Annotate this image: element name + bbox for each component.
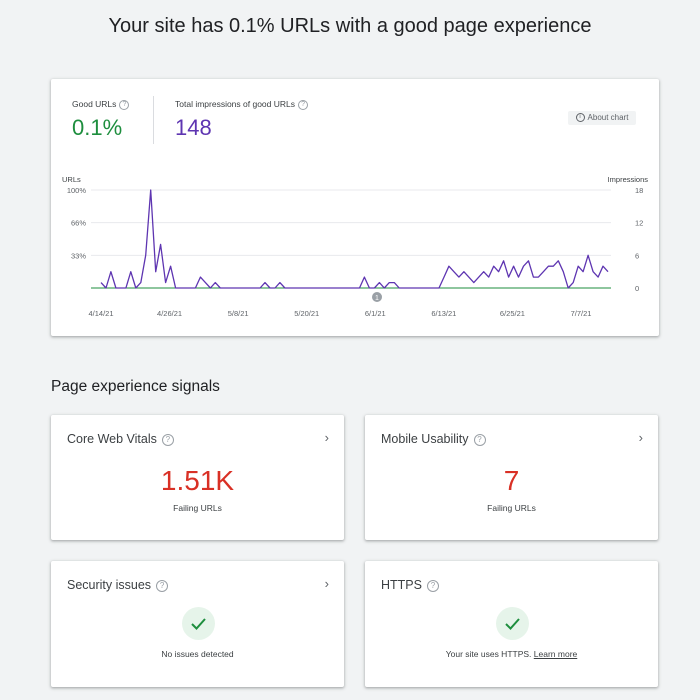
left-axis-label: URLs xyxy=(62,175,81,184)
good-urls-label: Good URLs xyxy=(72,99,117,109)
help-icon[interactable]: ? xyxy=(298,99,309,110)
x-tick-label: 6/13/21 xyxy=(431,309,456,318)
security-status: No issues detected xyxy=(161,649,234,659)
help-icon[interactable]: ? xyxy=(161,433,174,446)
line-chart: URLs Impressions 100% 66% 33% 18 12 6 0 4/14/… xyxy=(62,175,649,318)
right-tick-label: 6 xyxy=(635,251,639,260)
core-web-vitals-card[interactable]: Core Web Vitals? › 1.51K Failing URLs xyxy=(51,415,344,540)
chevron-right-icon[interactable]: › xyxy=(638,430,643,445)
security-issues-title: Security issues? xyxy=(67,578,169,592)
right-tick-label: 0 xyxy=(635,284,639,293)
left-ticks: 100% 66% 33% xyxy=(67,186,87,260)
impressions-label: Total impressions of good URLs xyxy=(175,99,296,109)
impressions-series-line xyxy=(100,189,609,289)
summary-card: Good URLs? 0.1% Total impressions of goo… xyxy=(51,79,659,336)
right-axis-label: Impressions xyxy=(608,175,649,184)
help-icon[interactable]: ? xyxy=(473,433,486,446)
x-tick-label: 5/20/21 xyxy=(294,309,319,318)
annotation-marker[interactable]: 1 xyxy=(372,292,382,302)
chevron-right-icon[interactable]: › xyxy=(324,576,329,591)
right-tick-label: 12 xyxy=(635,219,643,228)
x-tick-label: 4/26/21 xyxy=(157,309,182,318)
right-tick-label: 18 xyxy=(635,186,643,195)
mobile-usability-label: Mobile Usability xyxy=(381,432,469,446)
x-tick-label: 7/7/21 xyxy=(571,309,592,318)
left-tick-label: 66% xyxy=(71,219,86,228)
good-urls-value: 0.1% xyxy=(72,115,123,140)
chevron-right-icon[interactable]: › xyxy=(324,430,329,445)
https-label: HTTPS xyxy=(381,578,422,592)
impressions-value: 148 xyxy=(175,115,212,140)
x-tick-label: 6/1/21 xyxy=(365,309,386,318)
help-icon[interactable]: ? xyxy=(156,579,169,592)
core-web-vitals-label: Core Web Vitals xyxy=(67,432,157,446)
good-urls-metric[interactable]: Good URLs? xyxy=(72,99,130,110)
annotation-label: 1 xyxy=(375,295,379,302)
x-ticks: 4/14/21 4/26/21 5/8/21 5/20/21 6/1/21 6/13/21… xyxy=(88,309,591,318)
impressions-metric[interactable]: Total impressions of good URLs? xyxy=(175,99,309,110)
https-card: HTTPS? Your site uses HTTPS. Learn more xyxy=(365,561,658,687)
https-status-text: Your site uses HTTPS. xyxy=(445,649,532,659)
mobile-usability-sub-label: Failing URLs xyxy=(487,503,536,513)
left-tick-label: 100% xyxy=(67,186,87,195)
info-icon: i xyxy=(575,113,585,123)
right-ticks: 18 12 6 0 xyxy=(635,186,643,293)
learn-more-link[interactable]: Learn more xyxy=(533,649,578,659)
x-tick-label: 6/25/21 xyxy=(500,309,525,318)
mobile-usability-value: 7 xyxy=(503,465,520,496)
page-title: Your site has 0.1% URLs with a good page… xyxy=(108,15,592,37)
mobile-usability-card[interactable]: Mobile Usability? › 7 Failing URLs xyxy=(365,415,658,540)
about-chart-button[interactable]: i About chart xyxy=(568,111,636,125)
security-issues-label: Security issues xyxy=(67,578,152,592)
section-title: Page experience signals xyxy=(51,378,220,395)
gridlines xyxy=(91,189,611,256)
core-web-vitals-value: 1.51K xyxy=(160,465,235,496)
metric-divider xyxy=(153,96,154,144)
check-icon xyxy=(496,607,529,640)
security-issues-card[interactable]: Security issues? › No issues detected xyxy=(51,561,344,687)
left-tick-label: 33% xyxy=(71,251,86,260)
https-title: HTTPS? xyxy=(381,578,439,592)
mobile-usability-title: Mobile Usability? xyxy=(381,432,486,446)
check-icon xyxy=(182,607,215,640)
about-chart-label: About chart xyxy=(587,113,629,122)
core-web-vitals-title: Core Web Vitals? xyxy=(67,432,174,446)
core-web-vitals-sub-label: Failing URLs xyxy=(173,503,222,513)
https-status: Your site uses HTTPS. Learn more xyxy=(365,649,658,659)
x-tick-label: 4/14/21 xyxy=(88,309,113,318)
help-icon[interactable]: ? xyxy=(119,99,130,110)
x-tick-label: 5/8/21 xyxy=(228,309,249,318)
help-icon[interactable]: ? xyxy=(426,579,439,592)
